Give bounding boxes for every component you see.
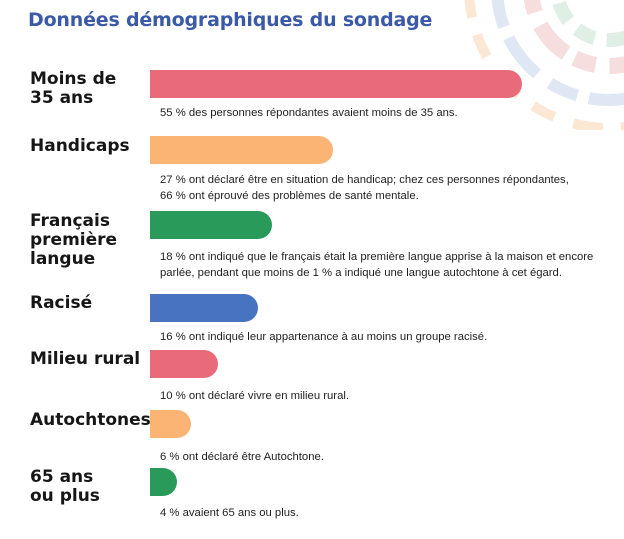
bar-description: 18 % ont indiqué que le français était l…: [160, 249, 605, 281]
category-label-line: première: [30, 230, 118, 250]
category-label-line: Autochtones: [30, 410, 151, 430]
bar-description-line: parlée, pendant que moins de 1 % a indiq…: [160, 267, 562, 279]
bar-description: 6 % ont déclaré être Autochtone.: [160, 449, 605, 465]
category-label-line: Racisé: [30, 293, 93, 313]
bar-description-line: 18 % ont indiqué que le français était l…: [160, 251, 594, 263]
category-label-line: 65 ans: [30, 467, 94, 487]
category-label-line: Moins de: [30, 69, 117, 89]
value-bar: [150, 136, 333, 164]
bar-description-line: 55 % des personnes répondantes avaient m…: [160, 107, 458, 119]
bar-description-line: 16 % ont indiqué leur appartenance à au …: [160, 331, 488, 343]
bar-description-line: 27 % ont déclaré être en situation de ha…: [160, 174, 569, 186]
category-label-line: ou plus: [30, 486, 100, 506]
category-label: Racisé: [30, 294, 92, 313]
category-label-line: Handicaps: [30, 136, 130, 156]
category-label-line: 35 ans: [30, 88, 94, 108]
value-bar: [150, 294, 258, 322]
bar-description-line: 10 % ont déclaré vivre en milieu rural.: [160, 390, 349, 402]
decorative-circle-graphic: [464, 0, 624, 130]
bar-description-line: 6 % ont déclaré être Autochtone.: [160, 451, 324, 463]
category-label: Milieu rural: [30, 350, 140, 369]
bar-description: 55 % des personnes répondantes avaient m…: [160, 105, 605, 121]
bar-description: 16 % ont indiqué leur appartenance à au …: [160, 329, 605, 345]
page-title: Données démographiques du sondage: [28, 9, 433, 31]
category-label: Autochtones: [30, 411, 151, 430]
value-bar: [150, 70, 522, 98]
bar-description: 4 % avaient 65 ans ou plus.: [160, 505, 605, 521]
value-bar: [150, 211, 272, 239]
category-label: Moins de 35 ans: [30, 70, 116, 108]
bar-description-line: 66 % ont éprouvé des problèmes de santé …: [160, 190, 419, 202]
category-label-line: langue: [30, 249, 96, 269]
category-label: Français première langue: [30, 212, 117, 269]
category-label-line: Milieu rural: [30, 349, 141, 369]
value-bar: [150, 468, 177, 496]
bar-description-line: 4 % avaient 65 ans ou plus.: [160, 507, 299, 519]
bar-description: 27 % ont déclaré être en situation de ha…: [160, 172, 605, 204]
value-bar: [150, 410, 191, 438]
category-label-line: Français: [30, 211, 110, 231]
bar-description: 10 % ont déclaré vivre en milieu rural.: [160, 388, 605, 404]
category-label: Handicaps: [30, 137, 130, 156]
category-label: 65 ans ou plus: [30, 468, 100, 506]
value-bar: [150, 350, 218, 378]
